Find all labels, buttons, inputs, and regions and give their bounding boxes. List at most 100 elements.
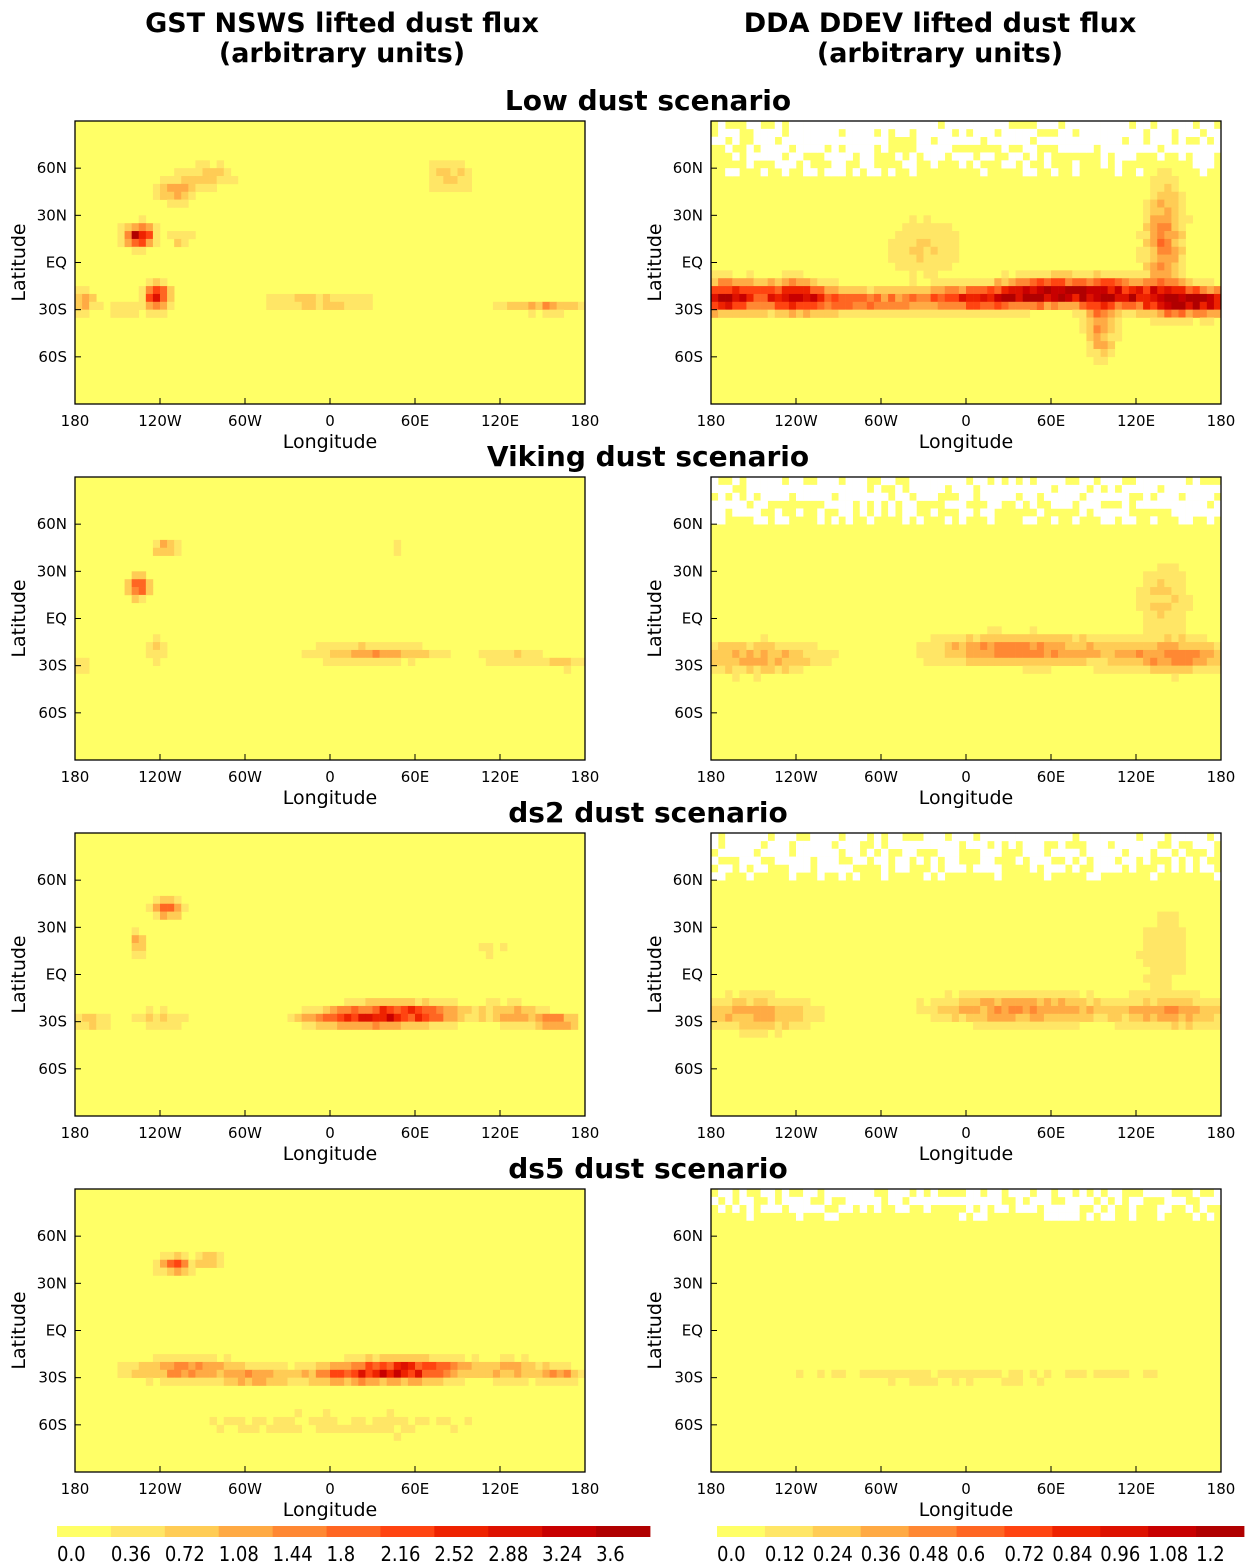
heatmap-cell — [1178, 571, 1186, 580]
mask-cell — [916, 856, 924, 865]
heatmap-cell — [1157, 207, 1165, 216]
heatmap-cell — [500, 1021, 508, 1030]
mask-cell — [1121, 492, 1130, 501]
mask-cell — [1178, 136, 1186, 145]
heatmap-cell — [760, 1013, 768, 1022]
y-tick-label: 60N — [673, 1227, 703, 1245]
heatmap-cell — [923, 309, 931, 318]
heatmap-cell — [1178, 286, 1186, 295]
x-tick-label: 120E — [481, 768, 519, 786]
heatmap-cell — [1121, 293, 1130, 303]
heatmap-cell — [1143, 998, 1151, 1007]
mask-cell — [958, 136, 967, 145]
heatmap-cell — [315, 1369, 324, 1378]
heatmap-cell — [344, 1369, 352, 1378]
heatmap-cell — [1128, 1005, 1137, 1015]
heatmap-cell — [351, 998, 359, 1007]
y-tick-label: 30S — [674, 657, 703, 675]
heatmap-cell — [301, 649, 310, 659]
mask-cell — [1086, 833, 1094, 842]
heatmap-cell — [951, 634, 960, 643]
mask-cell — [930, 152, 938, 161]
mask-cell — [937, 840, 946, 850]
heatmap-cell — [330, 1013, 338, 1022]
heatmap-cell — [1157, 1005, 1165, 1015]
heatmap-cell — [450, 1013, 458, 1022]
heatmap-cell — [563, 1361, 572, 1371]
mask-cell — [718, 1204, 726, 1213]
heatmap-cell — [145, 278, 154, 287]
heatmap-cell — [1029, 270, 1038, 279]
mask-cell — [739, 864, 747, 873]
heatmap-cell — [556, 1021, 565, 1030]
heatmap-cell — [1136, 634, 1144, 643]
heatmap-cell — [1185, 317, 1193, 326]
heatmap-cell — [1199, 665, 1208, 674]
heatmap-cell — [1036, 1013, 1045, 1022]
heatmap-cell — [1015, 278, 1023, 287]
colorbar-segment — [57, 1526, 112, 1537]
heatmap-cell — [1206, 642, 1215, 651]
heatmap-cell — [372, 657, 380, 666]
mask-cell — [1015, 152, 1023, 161]
heatmap-cell — [1128, 657, 1137, 666]
mask-cell — [1114, 508, 1123, 517]
heatmap-cell — [1001, 309, 1009, 318]
mask-cell — [760, 1189, 768, 1198]
heatmap-cell — [1086, 301, 1094, 310]
heatmap-cell — [181, 1259, 189, 1268]
heatmap-cell — [711, 301, 719, 310]
mask-cell — [1178, 500, 1186, 509]
heatmap-cell — [152, 278, 161, 287]
x-tick-label: 60W — [228, 1124, 262, 1142]
heatmap-cell — [167, 231, 175, 240]
y-tick-label: 30N — [37, 1274, 67, 1292]
heatmap-cell — [1171, 215, 1179, 224]
heatmap-cell — [1128, 301, 1137, 310]
heatmap-cell — [923, 657, 931, 666]
heatmap-cell — [1107, 642, 1116, 651]
mask-cell — [1164, 848, 1172, 857]
heatmap-cell — [75, 665, 83, 674]
heatmap-cell — [89, 301, 97, 310]
heatmap-cell — [881, 293, 889, 303]
heatmap-cell — [315, 649, 324, 659]
mask-cell — [852, 848, 861, 857]
y-tick-label: EQ — [46, 610, 67, 628]
mask-cell — [781, 484, 790, 494]
mask-cell — [746, 833, 754, 842]
heatmap-cell — [1107, 649, 1116, 659]
heatmap-cell — [1192, 286, 1201, 295]
heatmap-cell — [124, 587, 132, 596]
heatmap-cell — [760, 286, 768, 295]
heatmap-cell — [1029, 301, 1038, 310]
heatmap-cell — [1171, 176, 1179, 185]
mask-cell — [1022, 1204, 1031, 1213]
mask-cell — [788, 152, 797, 161]
heatmap-cell — [280, 1361, 288, 1371]
heatmap-cell — [909, 231, 917, 240]
mask-cell — [1121, 856, 1130, 865]
heatmap-cell — [1164, 642, 1172, 651]
heatmap-cell — [358, 1005, 366, 1015]
heatmap-cell — [202, 1259, 210, 1268]
heatmap-cell — [415, 1013, 423, 1022]
heatmap-cell — [365, 293, 373, 303]
x-tick-label: 120W — [774, 768, 818, 786]
heatmap-cell — [1178, 223, 1186, 232]
heatmap-cell — [944, 649, 953, 659]
mask-cell — [1206, 160, 1215, 169]
mask-cell — [788, 1196, 797, 1206]
heatmap-cell — [372, 1354, 380, 1363]
mask-cell — [895, 121, 903, 130]
heatmap-cell — [415, 1354, 423, 1363]
mask-cell — [767, 136, 776, 145]
heatmap-cell — [407, 657, 416, 666]
x-tick-label: 180 — [61, 1124, 90, 1142]
heatmap-cell — [1093, 317, 1101, 326]
mask-cell — [1093, 136, 1101, 145]
heatmap-cell — [1157, 309, 1165, 318]
heatmap-cell — [930, 270, 938, 279]
heatmap-cell — [1001, 278, 1009, 287]
mask-cell — [1008, 477, 1016, 486]
